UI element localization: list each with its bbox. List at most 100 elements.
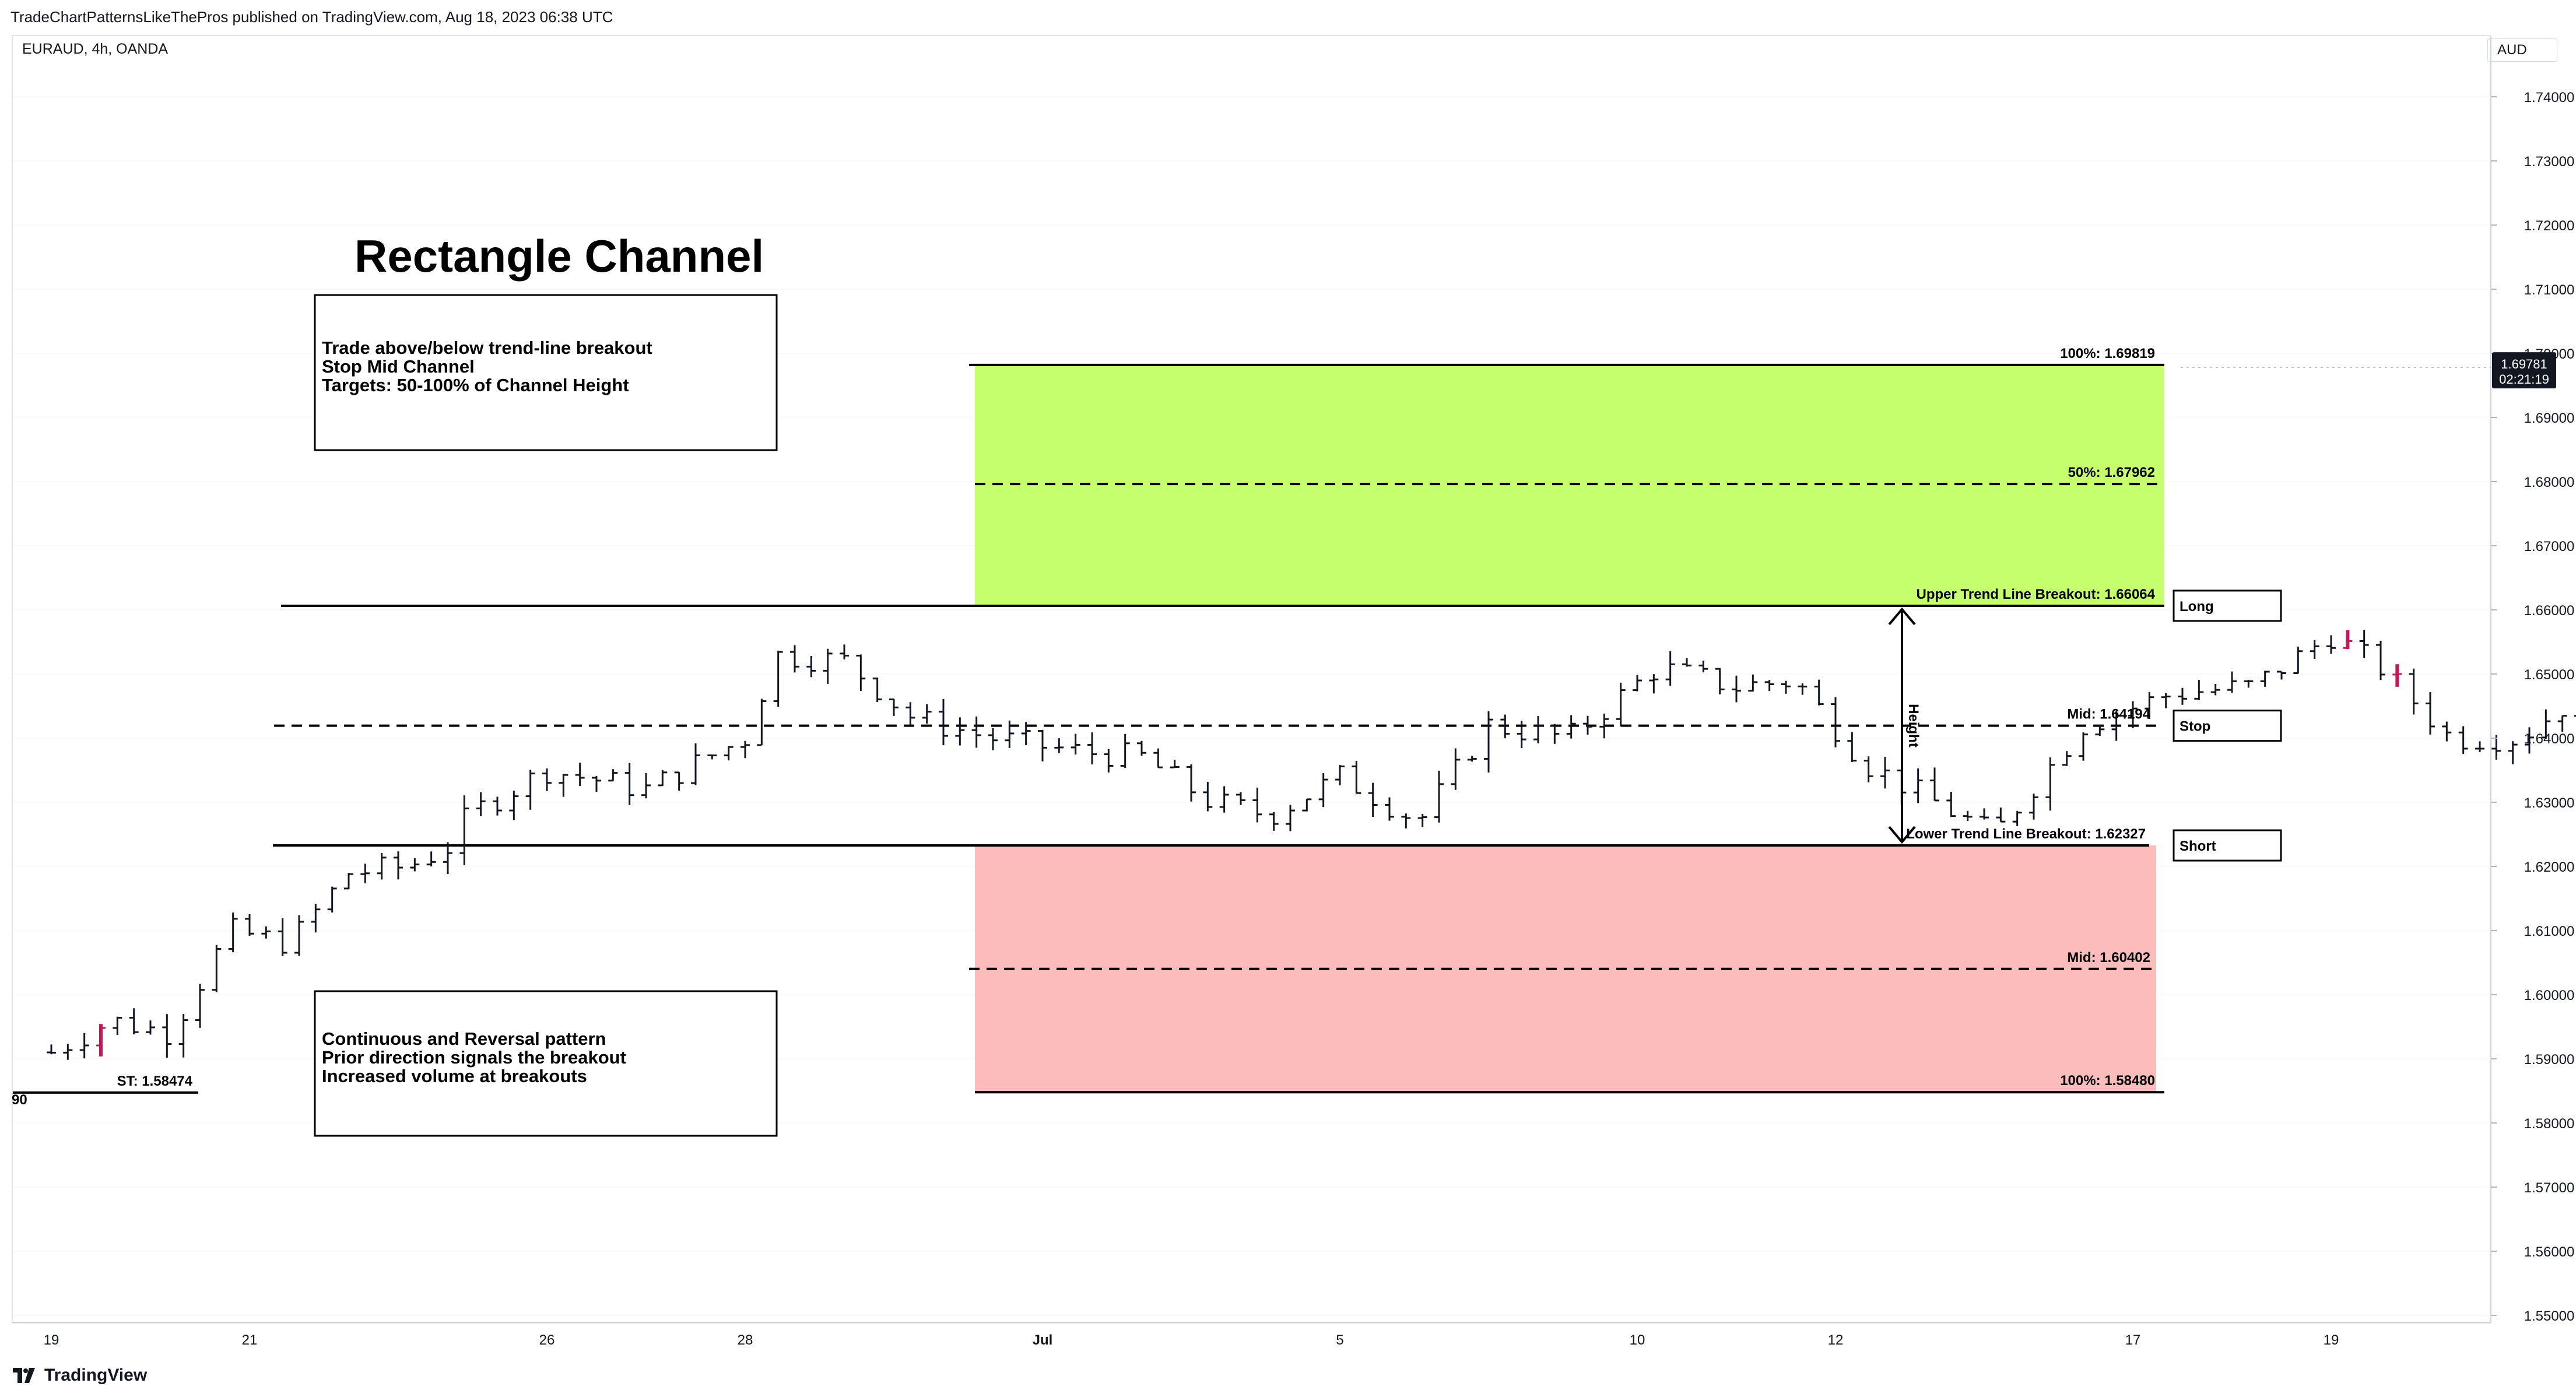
candle[interactable]	[1930, 767, 1939, 802]
candle[interactable]	[2508, 741, 2518, 764]
candle[interactable]	[294, 915, 304, 956]
candle[interactable]	[1583, 715, 1592, 735]
candle[interactable]	[906, 702, 915, 726]
candle[interactable]	[2442, 721, 2452, 742]
candle[interactable]	[1698, 661, 1708, 673]
candle[interactable]	[178, 1013, 188, 1058]
candle[interactable]	[2525, 727, 2534, 754]
candle[interactable]	[278, 918, 287, 956]
candle[interactable]	[476, 792, 486, 816]
candle[interactable]	[360, 864, 370, 883]
candle[interactable]	[311, 903, 321, 933]
height-arrow[interactable]: Height	[1888, 607, 1921, 844]
candle[interactable]	[2210, 684, 2220, 696]
candle[interactable]	[1269, 812, 1279, 831]
candle[interactable]	[872, 678, 882, 703]
candle[interactable]	[757, 698, 767, 746]
candle[interactable]	[658, 770, 668, 787]
candle[interactable]	[674, 771, 684, 791]
candle[interactable]	[327, 886, 337, 913]
candle[interactable]	[1335, 764, 1345, 785]
candle[interactable]	[641, 773, 651, 799]
candle[interactable]	[988, 728, 998, 750]
candle[interactable]	[2244, 679, 2254, 688]
candle[interactable]	[245, 914, 254, 936]
candle[interactable]	[2079, 732, 2088, 761]
candle[interactable]	[856, 654, 866, 692]
candle[interactable]	[2029, 794, 2038, 820]
candle[interactable]	[806, 656, 816, 678]
candle[interactable]	[1368, 782, 1378, 817]
candle[interactable]	[377, 852, 387, 880]
candle[interactable]	[2574, 676, 2576, 717]
candle[interactable]	[1434, 770, 1444, 823]
candle[interactable]	[955, 717, 965, 746]
candle[interactable]	[724, 746, 734, 761]
candle[interactable]	[459, 795, 469, 865]
candle[interactable]	[691, 743, 700, 785]
candle[interactable]	[2111, 711, 2121, 741]
candle[interactable]	[2161, 693, 2171, 708]
candle[interactable]	[2260, 671, 2270, 687]
candle[interactable]	[1500, 714, 1510, 739]
candle[interactable]	[1054, 738, 1064, 753]
candle[interactable]	[1814, 679, 1824, 705]
candle[interactable]	[1417, 813, 1427, 827]
candle[interactable]	[2359, 630, 2369, 658]
candle[interactable]	[344, 873, 353, 890]
candle[interactable]	[707, 754, 717, 760]
candle[interactable]	[1352, 760, 1361, 794]
candle[interactable]	[2343, 630, 2353, 650]
candle[interactable]	[624, 763, 634, 805]
candle[interactable]	[790, 645, 799, 673]
candle[interactable]	[1798, 683, 1808, 695]
candle[interactable]	[525, 770, 535, 810]
candle[interactable]	[1913, 768, 1923, 803]
candle[interactable]	[1236, 792, 1245, 805]
strategy-note[interactable]: Trade above/below trend-line breakoutSto…	[314, 294, 778, 451]
candle[interactable]	[2541, 709, 2551, 739]
candle[interactable]	[1104, 749, 1114, 773]
candle[interactable]	[1517, 721, 1526, 749]
candle[interactable]	[2062, 751, 2072, 766]
candle[interactable]	[1401, 813, 1411, 829]
candle[interactable]	[129, 1008, 139, 1035]
candle[interactable]	[1302, 798, 1312, 812]
candle[interactable]	[493, 796, 502, 816]
candle[interactable]	[1781, 680, 1791, 694]
candle[interactable]	[1484, 711, 1493, 773]
candle[interactable]	[922, 704, 932, 724]
candle[interactable]	[146, 1020, 155, 1035]
candle[interactable]	[2095, 724, 2105, 736]
candle[interactable]	[1203, 781, 1213, 812]
candle[interactable]	[1286, 805, 1295, 831]
candle[interactable]	[939, 698, 948, 746]
candle[interactable]	[2310, 640, 2319, 659]
candle[interactable]	[162, 1014, 172, 1058]
candle[interactable]	[2557, 715, 2567, 732]
candle[interactable]	[113, 1016, 122, 1036]
candle[interactable]	[1467, 756, 1477, 762]
candle[interactable]	[1252, 787, 1262, 823]
candle[interactable]	[592, 775, 601, 792]
candle[interactable]	[426, 851, 436, 866]
candle[interactable]	[1633, 675, 1642, 692]
candle[interactable]	[2491, 735, 2501, 760]
candle[interactable]	[1863, 756, 1873, 782]
currency-badge[interactable]: AUD	[2487, 38, 2557, 62]
candle[interactable]	[1566, 715, 1576, 739]
candle[interactable]	[2392, 664, 2402, 687]
candle[interactable]	[773, 650, 783, 707]
candle[interactable]	[2227, 671, 2237, 693]
candle[interactable]	[410, 858, 420, 872]
candle[interactable]	[1153, 748, 1163, 768]
tradingview-watermark[interactable]: TradingView	[13, 1366, 147, 1385]
candle[interactable]	[1847, 732, 1857, 763]
candle[interactable]	[2293, 647, 2303, 675]
candle[interactable]	[2475, 741, 2484, 752]
candle[interactable]	[2409, 668, 2419, 715]
long-tag[interactable]: Long	[2173, 589, 2282, 622]
candle[interactable]	[1120, 733, 1130, 768]
candle[interactable]	[1071, 733, 1080, 755]
